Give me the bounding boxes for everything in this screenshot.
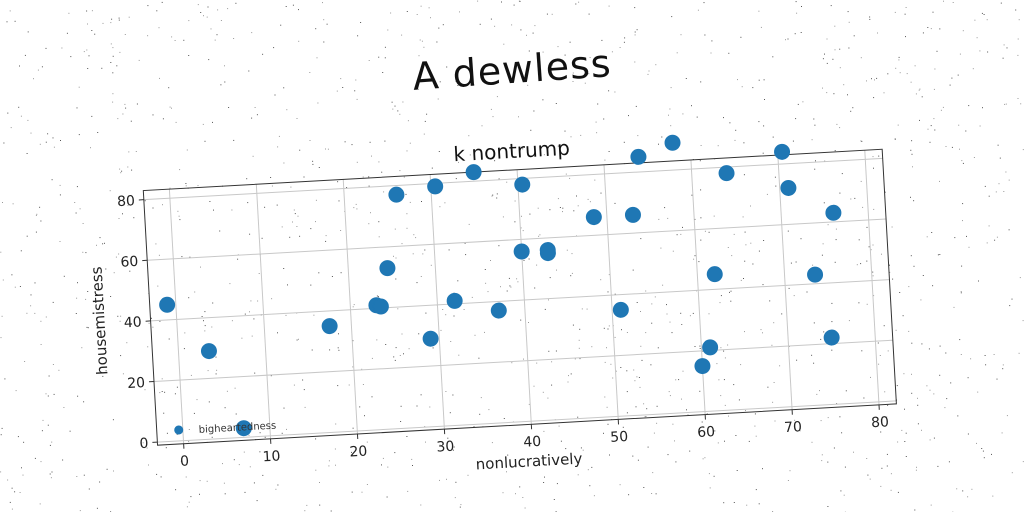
scatter-point <box>825 205 841 221</box>
scatter-point <box>423 331 439 347</box>
scatter-point <box>388 187 404 203</box>
x-tick-label: 40 <box>523 434 542 451</box>
y-tick-label: 0 <box>139 436 149 452</box>
scatter-point <box>707 266 723 282</box>
scatter-point <box>159 297 175 313</box>
scatter-point <box>631 149 647 165</box>
scatter-point <box>514 244 530 260</box>
scatter-point <box>491 303 507 319</box>
x-axis-label: nonlucratively <box>475 449 583 473</box>
y-tick-label: 40 <box>123 314 142 331</box>
scatter-point <box>447 293 463 309</box>
legend-marker <box>174 425 183 434</box>
x-grid-line <box>517 170 531 425</box>
scatter-point <box>665 135 681 151</box>
scatter-point <box>427 179 443 195</box>
y-tick-label: 20 <box>127 375 146 392</box>
chart-title: k nontrump <box>453 136 571 166</box>
y-grid-line <box>151 280 890 321</box>
scatter-point <box>466 164 482 180</box>
scatter-point <box>695 358 711 374</box>
x-tick-label: 70 <box>784 419 803 436</box>
y-axis-label: housemistress <box>87 266 111 375</box>
scatter-point <box>719 165 735 181</box>
y-tick-label: 60 <box>120 254 139 271</box>
scatter-point <box>540 245 556 261</box>
x-tick-label: 60 <box>697 424 716 441</box>
scatter-point <box>586 209 602 225</box>
x-tick-label: 0 <box>180 453 190 469</box>
scatter-point <box>380 260 396 276</box>
x-grid-line <box>604 165 618 420</box>
data-points <box>152 126 852 440</box>
x-grid-line <box>865 150 879 405</box>
scatter-point <box>201 343 217 359</box>
scatter-point <box>613 302 629 318</box>
legend-label: bigheartedness <box>198 421 276 436</box>
x-grid-line <box>343 179 357 434</box>
x-tick-label: 80 <box>871 414 890 431</box>
scatter-point <box>702 339 718 355</box>
x-grid-line <box>169 189 183 444</box>
y-grid-line <box>154 340 893 381</box>
x-tick-label: 10 <box>262 448 281 465</box>
scatter-point <box>625 207 641 223</box>
scatter-point <box>322 318 338 334</box>
x-grid-line <box>691 160 705 415</box>
chart-legend: bigheartedness <box>174 420 277 437</box>
scatter-point <box>781 180 797 196</box>
x-tick-label: 20 <box>349 443 368 460</box>
scatter-point <box>807 267 823 283</box>
scatter-point <box>514 177 530 193</box>
y-tick-label: 80 <box>117 193 136 210</box>
scatter-point <box>824 330 840 346</box>
x-tick-label: 50 <box>610 429 629 446</box>
x-grid-line <box>430 175 444 430</box>
x-tick-label: 30 <box>436 439 455 456</box>
y-grid-line <box>144 158 883 199</box>
scatter-point <box>774 144 790 160</box>
chart-plot-group: k nontrump 0 10 20 30 40 50 60 70 80 0 20 40 60 80 no… <box>82 118 899 494</box>
scatter-point <box>373 299 389 315</box>
x-grid-line <box>256 184 270 439</box>
